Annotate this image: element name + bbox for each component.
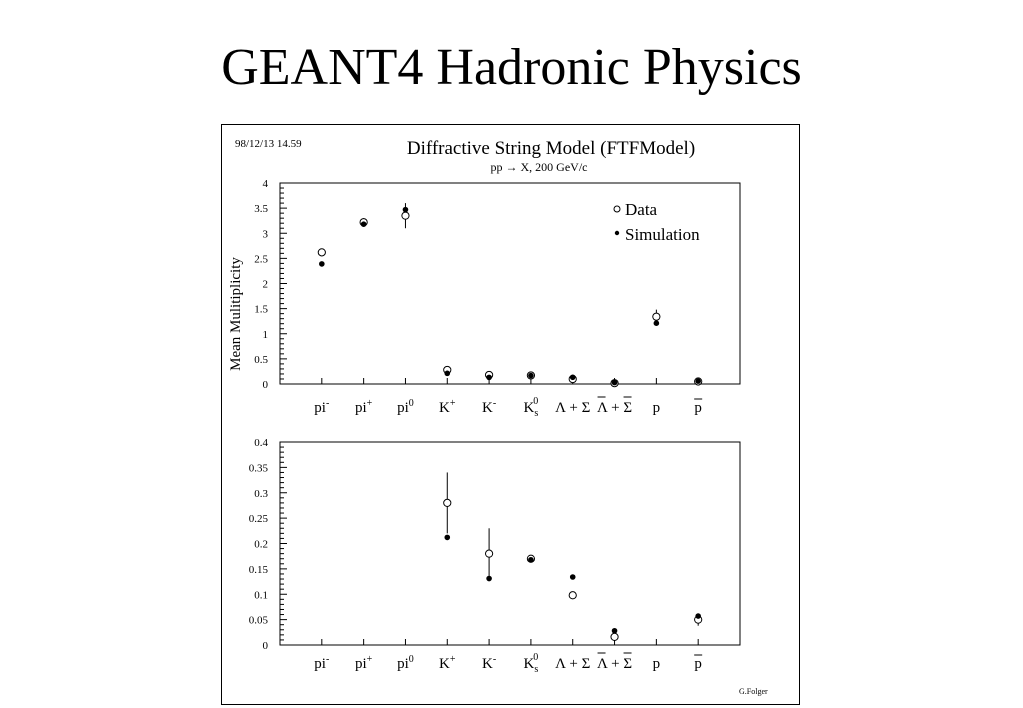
- y-tick-label: 0: [263, 640, 269, 652]
- data-point: [484, 549, 494, 558]
- top-chart: 0 0.5 1 1.5 2 2.5 3 3.5 4 pi-pi+ pi0 K+ K- Ks0 Λ + Σ Λ …: [228, 138, 741, 419]
- category-label-pi+: pi+: [355, 398, 373, 416]
- legend-simulation-label: Simulation: [625, 225, 700, 244]
- y-tick-label: 0.15: [249, 564, 269, 576]
- y-tick-label: 1.5: [254, 304, 268, 316]
- simulation-point: [695, 613, 701, 619]
- y-tick-label: 3.5: [254, 203, 268, 215]
- y-tick-label: 0.35: [249, 462, 269, 474]
- simulation-point: [444, 370, 451, 377]
- category-label-pi+: pi+: [355, 654, 373, 672]
- category-label-pi0: pi0: [397, 398, 414, 416]
- y-axis-label: Mean Mulitiplicity: [228, 257, 244, 371]
- simulation-point: [360, 221, 367, 228]
- y-tick-label: 2.5: [254, 253, 268, 265]
- category-label-pbar: p: [694, 656, 702, 672]
- data-point: [610, 632, 619, 641]
- y-tick-label: 0.25: [249, 513, 269, 525]
- chart-subtitle: pp → X, 200 GeV/c: [491, 160, 588, 174]
- simulation-point: [611, 379, 618, 386]
- legend-simulation-marker: [614, 230, 620, 236]
- y-tick-label: 0.4: [254, 437, 268, 449]
- data-point: [443, 498, 452, 507]
- y-tick-label: 0.2: [254, 539, 268, 551]
- simulation-point: [653, 320, 660, 326]
- category-label-K-: K-: [482, 398, 496, 416]
- y-tick-label: 4: [263, 178, 269, 190]
- slide-title: GEANT4 Hadronic Physics: [221, 39, 802, 96]
- category-label-antiLambda+antiSigma: Λ + Σ: [597, 400, 632, 416]
- figure-border: [221, 124, 800, 705]
- category-label-pi-: pi-: [314, 654, 329, 672]
- category-label-K-: K-: [482, 654, 496, 672]
- category-label-pbar: p: [694, 400, 702, 416]
- simulation-point: [319, 261, 325, 267]
- simulation-point: [486, 374, 492, 381]
- y-tick-label: 3: [263, 228, 269, 240]
- legend-data-label: Data: [625, 200, 658, 219]
- author-credit: G.Folger: [739, 687, 768, 696]
- simulation-point: [402, 206, 409, 213]
- chart-title: Diffractive String Model (FTFModel): [407, 138, 695, 159]
- simulation-point: [444, 534, 451, 541]
- simulation-point: [528, 372, 534, 379]
- simulation-point: [611, 627, 618, 634]
- simulation-point: [569, 374, 576, 381]
- y-tick-label: 0: [263, 379, 269, 391]
- category-label-K+: K+: [439, 654, 456, 672]
- y-tick-label: 0.3: [254, 488, 268, 500]
- data-point: [317, 248, 326, 257]
- simulation-point: [486, 575, 492, 582]
- category-label-p: p: [653, 656, 661, 672]
- category-label-antiLambda+antiSigma: Λ + Σ: [597, 656, 632, 672]
- category-label-Lambda+Sigma: Λ + Σ: [555, 656, 590, 672]
- datestamp: 98/12/13 14.59: [235, 138, 302, 150]
- simulation-point: [569, 574, 576, 580]
- data-point: [652, 312, 661, 321]
- data-point: [568, 591, 577, 600]
- category-label-Lambda+Sigma: Λ + Σ: [555, 400, 590, 416]
- y-tick-label: 0.5: [254, 354, 268, 366]
- category-label-Ks0: Ks0: [524, 652, 539, 675]
- y-tick-label: 2: [263, 279, 269, 291]
- figure-panel: 98/12/13 14.59 G.Folger 0 0.5 1 1.5 2 2.5 3 3.5…: [221, 124, 800, 705]
- simulation-point: [528, 556, 534, 563]
- simulation-point: [695, 378, 701, 384]
- y-tick-label: 1: [263, 329, 269, 341]
- category-label-Ks0: Ks0: [524, 396, 539, 419]
- category-label-p: p: [653, 400, 661, 416]
- bottom-chart: 0 0.05 0.1 0.15 0.2 0.25 0.3 0.35 0.4 pi-pi+ pi0 K+…: [249, 437, 741, 675]
- y-tick-label: 0.05: [249, 615, 269, 627]
- category-label-pi0: pi0: [397, 654, 414, 672]
- data-point: [401, 211, 410, 220]
- category-label-pi-: pi-: [314, 398, 329, 416]
- category-label-K+: K+: [439, 398, 456, 416]
- legend-data-marker: [613, 205, 621, 213]
- y-tick-label: 0.1: [254, 589, 268, 601]
